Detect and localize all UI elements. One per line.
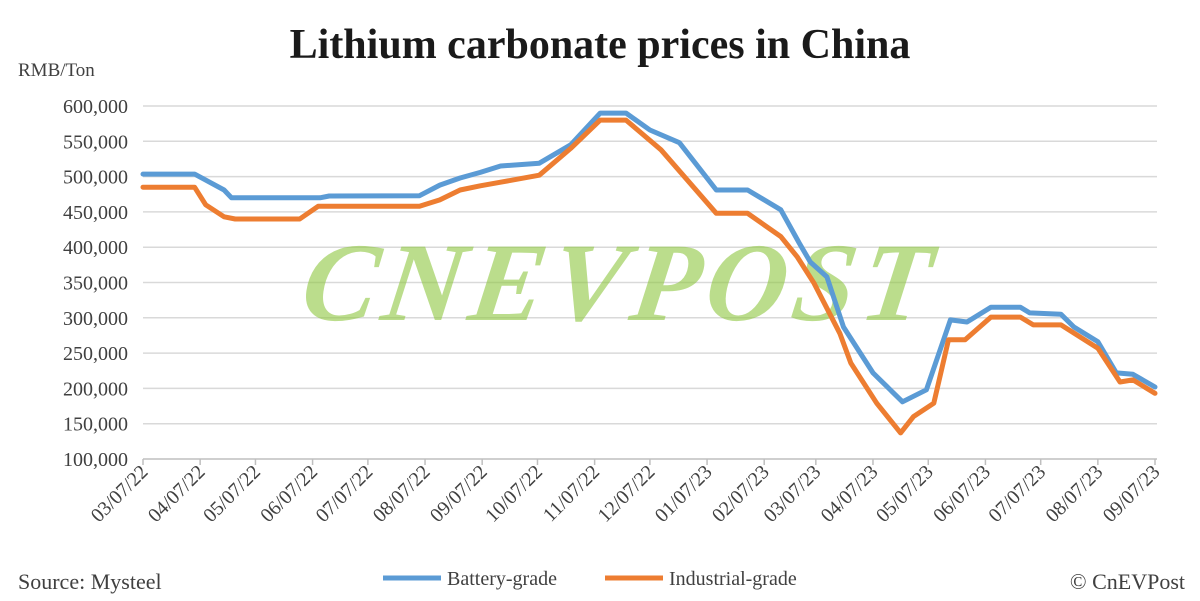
x-axis: 03/07/2204/07/2205/07/2206/07/2207/07/22… — [87, 458, 1165, 527]
y-tick-label: 100,000 — [63, 449, 128, 471]
y-axis-ticks: 600,000 550,000 500,000 450,000 400,000 350,0… — [63, 96, 128, 471]
x-tick-label: 12/07/22 — [594, 461, 660, 527]
y-tick-label: 350,000 — [63, 273, 128, 295]
y-tick-label: 200,000 — [63, 378, 128, 400]
y-tick-label: 400,000 — [63, 237, 128, 259]
y-tick-label: 150,000 — [63, 414, 128, 436]
x-tick-label: 04/07/23 — [817, 461, 883, 527]
x-tick-label: 07/07/22 — [312, 461, 378, 527]
x-tick-label: 08/07/23 — [1042, 461, 1108, 527]
x-tick-label: 05/07/22 — [199, 461, 265, 527]
y-tick-label: 600,000 — [63, 96, 128, 118]
x-tick-label: 08/07/22 — [369, 461, 435, 527]
y-tick-label: 300,000 — [63, 308, 128, 330]
legend-label-battery-grade: Battery-grade — [447, 568, 557, 590]
copyright-credit: © CnEVPost — [1070, 569, 1185, 594]
x-tick-label: 04/07/22 — [144, 461, 210, 527]
y-tick-label: 500,000 — [63, 167, 128, 189]
x-tick-label: 09/07/23 — [1099, 461, 1165, 527]
chart-title: Lithium carbonate prices in China — [290, 22, 911, 68]
x-tick-label: 10/07/22 — [481, 461, 547, 527]
legend: Battery-grade Industrial-grade — [383, 568, 797, 590]
x-tick-label: 11/07/22 — [539, 461, 604, 526]
watermark-logo: CNEVPOST — [295, 221, 945, 344]
legend-label-industrial-grade: Industrial-grade — [669, 568, 797, 590]
x-tick-label: 03/07/23 — [760, 461, 826, 527]
series-lines — [140, 110, 1158, 436]
x-tick-label: 01/07/23 — [651, 461, 717, 527]
source-note: Source: Mysteel — [18, 569, 162, 594]
x-tick-label: 07/07/23 — [984, 461, 1050, 527]
x-tick-label: 06/07/23 — [929, 461, 995, 527]
series-line-industrial-grade — [140, 117, 1158, 436]
y-tick-label: 450,000 — [63, 202, 128, 224]
y-axis-label: RMB/Ton — [18, 60, 95, 81]
y-tick-label: 550,000 — [63, 131, 128, 153]
x-tick-label: 05/07/23 — [872, 461, 938, 527]
y-tick-label: 250,000 — [63, 343, 128, 365]
x-tick-label: 06/07/22 — [256, 461, 322, 527]
x-tick-label: 09/07/22 — [426, 461, 492, 527]
